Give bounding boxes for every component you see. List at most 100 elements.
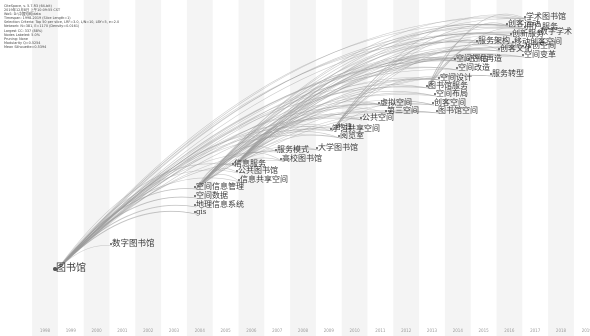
keyword-label: 信息服务 xyxy=(234,158,266,168)
keyword-label: 数字学术 xyxy=(540,26,572,36)
keyword-node xyxy=(194,186,196,188)
keyword-node xyxy=(524,26,526,28)
keyword-node xyxy=(330,128,332,130)
cooccurrence-link xyxy=(55,188,197,272)
cooccurrence-link xyxy=(427,13,527,89)
year-label: 2001 xyxy=(117,328,128,333)
keyword-node xyxy=(524,16,526,18)
keyword-label: 公共空间 xyxy=(362,112,394,122)
year-label: 2011 xyxy=(375,328,386,333)
keyword-label: 第三空间 xyxy=(387,105,419,115)
year-label: 2007 xyxy=(272,328,283,333)
keyword-node xyxy=(385,110,387,112)
year-label: 1998 xyxy=(40,328,51,333)
cooccurrence-link xyxy=(233,53,525,167)
year-label: 2015 xyxy=(479,328,490,333)
cooccurrence-link xyxy=(233,43,515,167)
cooccurrence-link xyxy=(233,111,439,167)
year-label: 2010 xyxy=(350,328,361,333)
keyword-label: 图书馆服务 xyxy=(428,80,468,90)
keyword-label: 服务转型 xyxy=(492,68,524,78)
cooccurrence-link xyxy=(195,77,441,190)
keyword-label: 信息共享空间 xyxy=(240,174,288,184)
year-stripe xyxy=(290,0,316,336)
year-label: 2009 xyxy=(324,328,335,333)
cooccurrence-link xyxy=(195,33,513,190)
keyword-node xyxy=(432,102,434,104)
keyword-node xyxy=(454,58,456,60)
cooccurrence-link xyxy=(233,157,283,167)
keyword-label: 数字图书馆 xyxy=(112,238,155,249)
keyword-label: 空间再造 xyxy=(470,53,502,63)
header-line: Modularity Q=0.5254 xyxy=(4,40,41,45)
keyword-node xyxy=(468,58,470,60)
cooccurrence-link xyxy=(55,204,197,272)
keyword-label: 阅览室 xyxy=(340,130,364,140)
keyword-node xyxy=(194,195,196,197)
cooccurrence-link xyxy=(55,74,493,272)
keyword-node xyxy=(53,267,57,271)
keyword-node xyxy=(110,243,112,245)
cooccurrence-link xyxy=(233,32,513,167)
header-line: Nodes Labeled: 5.0% xyxy=(4,32,40,37)
header-line: CiteSpace, v. 5.7.R3 (64-bit) xyxy=(4,4,52,8)
keyword-label: 大学图书馆 xyxy=(318,142,358,152)
header-line: Mean Silhouette=0.5394 xyxy=(4,44,47,49)
year-label: 2012 xyxy=(401,328,412,333)
year-label: 2008 xyxy=(298,328,309,333)
keyword-label: 空间设计 xyxy=(440,72,472,82)
cooccurrence-link xyxy=(195,163,235,190)
cooccurrence-link xyxy=(233,31,541,167)
cooccurrence-link xyxy=(55,163,235,272)
keyword-label: gis xyxy=(196,208,207,216)
keyword-label: 空间布局 xyxy=(436,88,468,98)
keyword-node xyxy=(378,102,380,104)
cooccurrence-link xyxy=(233,18,527,167)
cooccurrence-link xyxy=(331,23,527,132)
keyword-label: 服务架构 xyxy=(478,35,510,45)
cooccurrence-link xyxy=(331,32,513,132)
keyword-node xyxy=(456,67,458,69)
year-label: 2002 xyxy=(143,328,154,333)
year-label: 2000 xyxy=(92,328,103,333)
year-stripe xyxy=(32,0,58,336)
cooccurrence-link xyxy=(195,103,435,190)
cooccurrence-link xyxy=(427,44,501,89)
keyword-label: 用户服务 xyxy=(526,21,558,31)
header-line: 2019年12月8日 上午10:09:55 CST xyxy=(4,8,61,13)
year-stripe xyxy=(238,0,265,336)
keyword-label: 移动创客空间 xyxy=(514,36,562,46)
cooccurrence-link xyxy=(55,188,197,272)
keyword-node xyxy=(506,23,508,25)
keyword-node xyxy=(194,211,196,213)
keyword-node xyxy=(510,33,512,35)
year-label: 2004 xyxy=(195,328,206,333)
keyword-label: 图书馆 xyxy=(56,261,86,274)
keyword-node xyxy=(316,147,318,149)
cooccurrence-link xyxy=(195,54,525,190)
cooccurrence-link xyxy=(427,27,541,89)
cooccurrence-link xyxy=(195,110,439,190)
keyword-node xyxy=(438,77,440,79)
year-label: 2018 xyxy=(556,328,567,333)
header-line: Largest CC: 337 (88%) xyxy=(4,28,43,33)
header-line: Selection Criteria: Top 50 per slice, LR… xyxy=(4,20,120,25)
keyword-node xyxy=(522,54,524,56)
keyword-label: 学术图书馆 xyxy=(526,11,566,21)
keyword-node xyxy=(338,135,340,137)
cooccurrence-link xyxy=(55,43,515,272)
cooccurrence-link xyxy=(55,196,197,272)
keyword-node xyxy=(512,41,514,43)
keyword-node xyxy=(522,45,524,47)
year-label: 2006 xyxy=(246,328,257,333)
keyword-label: 空间变革 xyxy=(524,49,556,59)
cooccurrence-link xyxy=(331,14,527,132)
keyword-label: 空间数据 xyxy=(196,190,228,200)
keyword-node xyxy=(538,31,540,33)
year-label: 2014 xyxy=(453,328,464,333)
keyword-node xyxy=(360,117,362,119)
keyword-label: 公共图书馆 xyxy=(238,165,278,175)
